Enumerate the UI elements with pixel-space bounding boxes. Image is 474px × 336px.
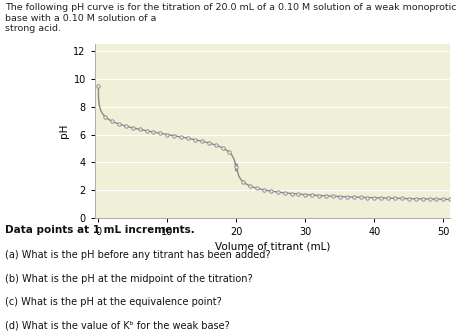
X-axis label: Volume of titrant (mL): Volume of titrant (mL) bbox=[215, 242, 330, 252]
Text: The following pH curve is for the titration of 20.0 mL of a 0.10 M solution of a: The following pH curve is for the titrat… bbox=[5, 3, 456, 33]
Text: (b) What is the pH at the midpoint of the titration?: (b) What is the pH at the midpoint of th… bbox=[5, 274, 252, 284]
Y-axis label: pH: pH bbox=[59, 124, 69, 138]
Text: Data points at 1 mL increments.: Data points at 1 mL increments. bbox=[5, 225, 194, 235]
Text: (a) What is the pH before any titrant has been added?: (a) What is the pH before any titrant ha… bbox=[5, 250, 270, 260]
Text: (c) What is the pH at the equivalence point?: (c) What is the pH at the equivalence po… bbox=[5, 297, 221, 307]
Text: (d) What is the value of Kᵇ for the weak base?: (d) What is the value of Kᵇ for the weak… bbox=[5, 321, 229, 331]
